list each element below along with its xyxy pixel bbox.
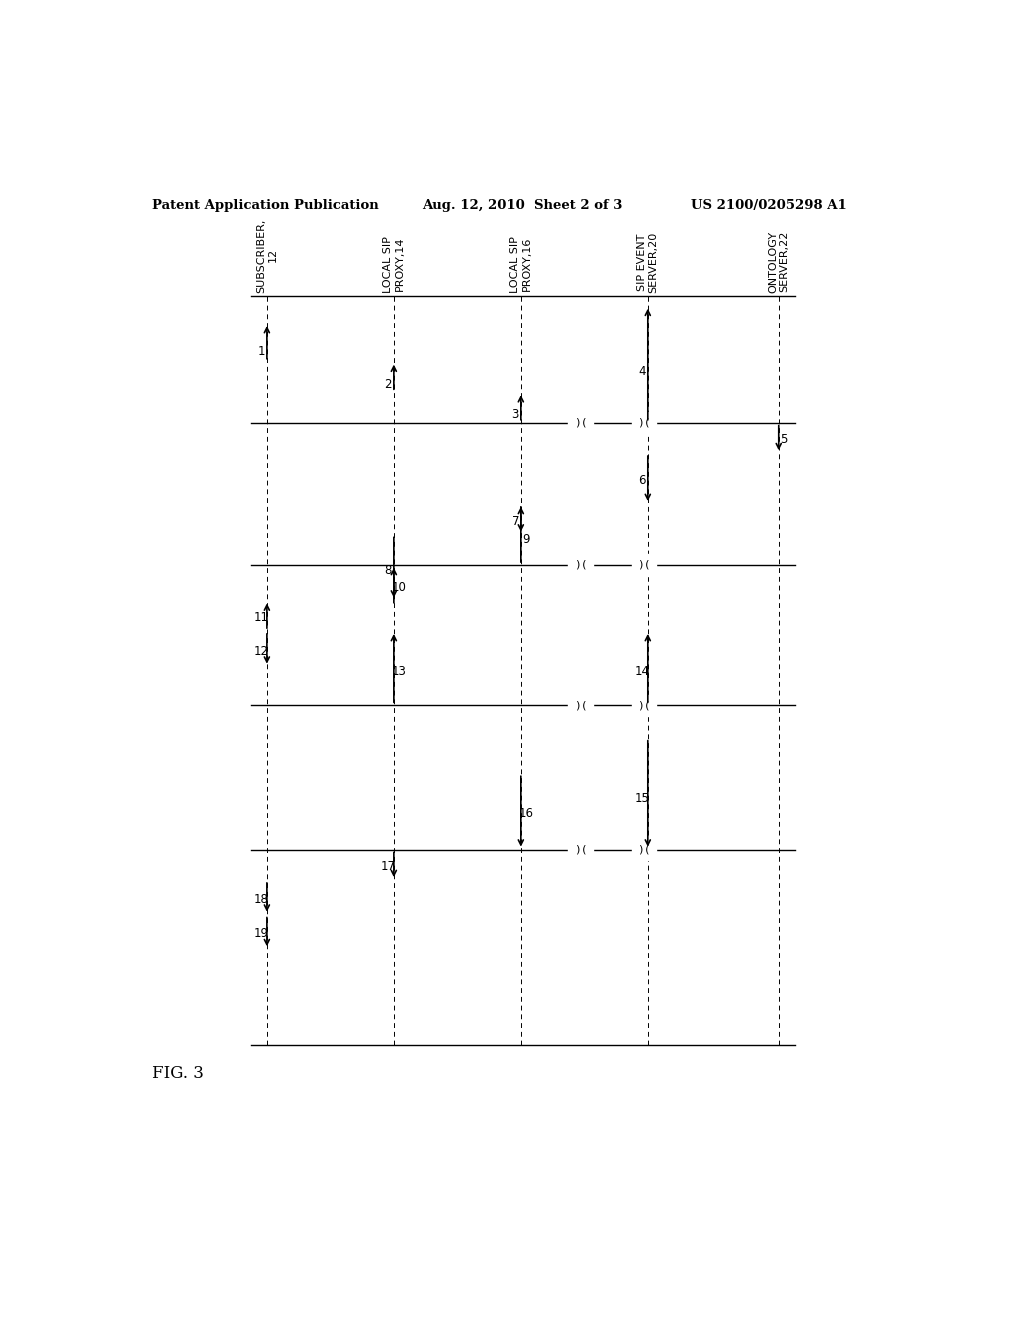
Text: 5: 5 bbox=[780, 433, 788, 446]
Text: 14: 14 bbox=[635, 665, 650, 678]
Text: SIP EVENT
SERVER,20: SIP EVENT SERVER,20 bbox=[637, 231, 658, 293]
Text: )(: )( bbox=[573, 700, 587, 710]
Text: 12: 12 bbox=[254, 645, 269, 657]
Text: 17: 17 bbox=[381, 861, 396, 874]
Text: )(: )( bbox=[573, 417, 587, 428]
Text: Patent Application Publication: Patent Application Publication bbox=[152, 199, 379, 213]
Text: 2: 2 bbox=[385, 378, 392, 391]
Text: 9: 9 bbox=[522, 533, 530, 546]
Text: 7: 7 bbox=[512, 515, 519, 528]
Text: Aug. 12, 2010  Sheet 2 of 3: Aug. 12, 2010 Sheet 2 of 3 bbox=[422, 199, 622, 213]
Text: 15: 15 bbox=[635, 792, 649, 805]
Text: 10: 10 bbox=[392, 581, 407, 594]
Text: 1: 1 bbox=[258, 345, 265, 358]
Text: 13: 13 bbox=[392, 665, 407, 678]
Text: 8: 8 bbox=[385, 564, 392, 577]
Text: )(: )( bbox=[573, 560, 587, 570]
Text: 18: 18 bbox=[254, 892, 268, 906]
Text: 19: 19 bbox=[254, 928, 269, 940]
Text: )(: )( bbox=[637, 700, 650, 710]
Text: )(: )( bbox=[637, 560, 650, 570]
Text: US 2100/0205298 A1: US 2100/0205298 A1 bbox=[691, 199, 847, 213]
Text: )(: )( bbox=[573, 845, 587, 854]
Text: 6: 6 bbox=[639, 474, 646, 487]
Text: ONTOLOGY
SERVER,22: ONTOLOGY SERVER,22 bbox=[768, 231, 790, 293]
Text: )(: )( bbox=[637, 417, 650, 428]
Text: 16: 16 bbox=[519, 808, 534, 821]
Text: SUBSCRIBER,
12: SUBSCRIBER, 12 bbox=[256, 218, 278, 293]
Text: LOCAL SIP
PROXY,14: LOCAL SIP PROXY,14 bbox=[383, 236, 404, 293]
Text: FIG. 3: FIG. 3 bbox=[152, 1065, 204, 1081]
Text: LOCAL SIP
PROXY,16: LOCAL SIP PROXY,16 bbox=[510, 236, 531, 293]
Text: 4: 4 bbox=[639, 366, 646, 379]
Text: )(: )( bbox=[637, 845, 650, 854]
Text: 3: 3 bbox=[512, 408, 519, 421]
Text: 11: 11 bbox=[254, 611, 269, 624]
